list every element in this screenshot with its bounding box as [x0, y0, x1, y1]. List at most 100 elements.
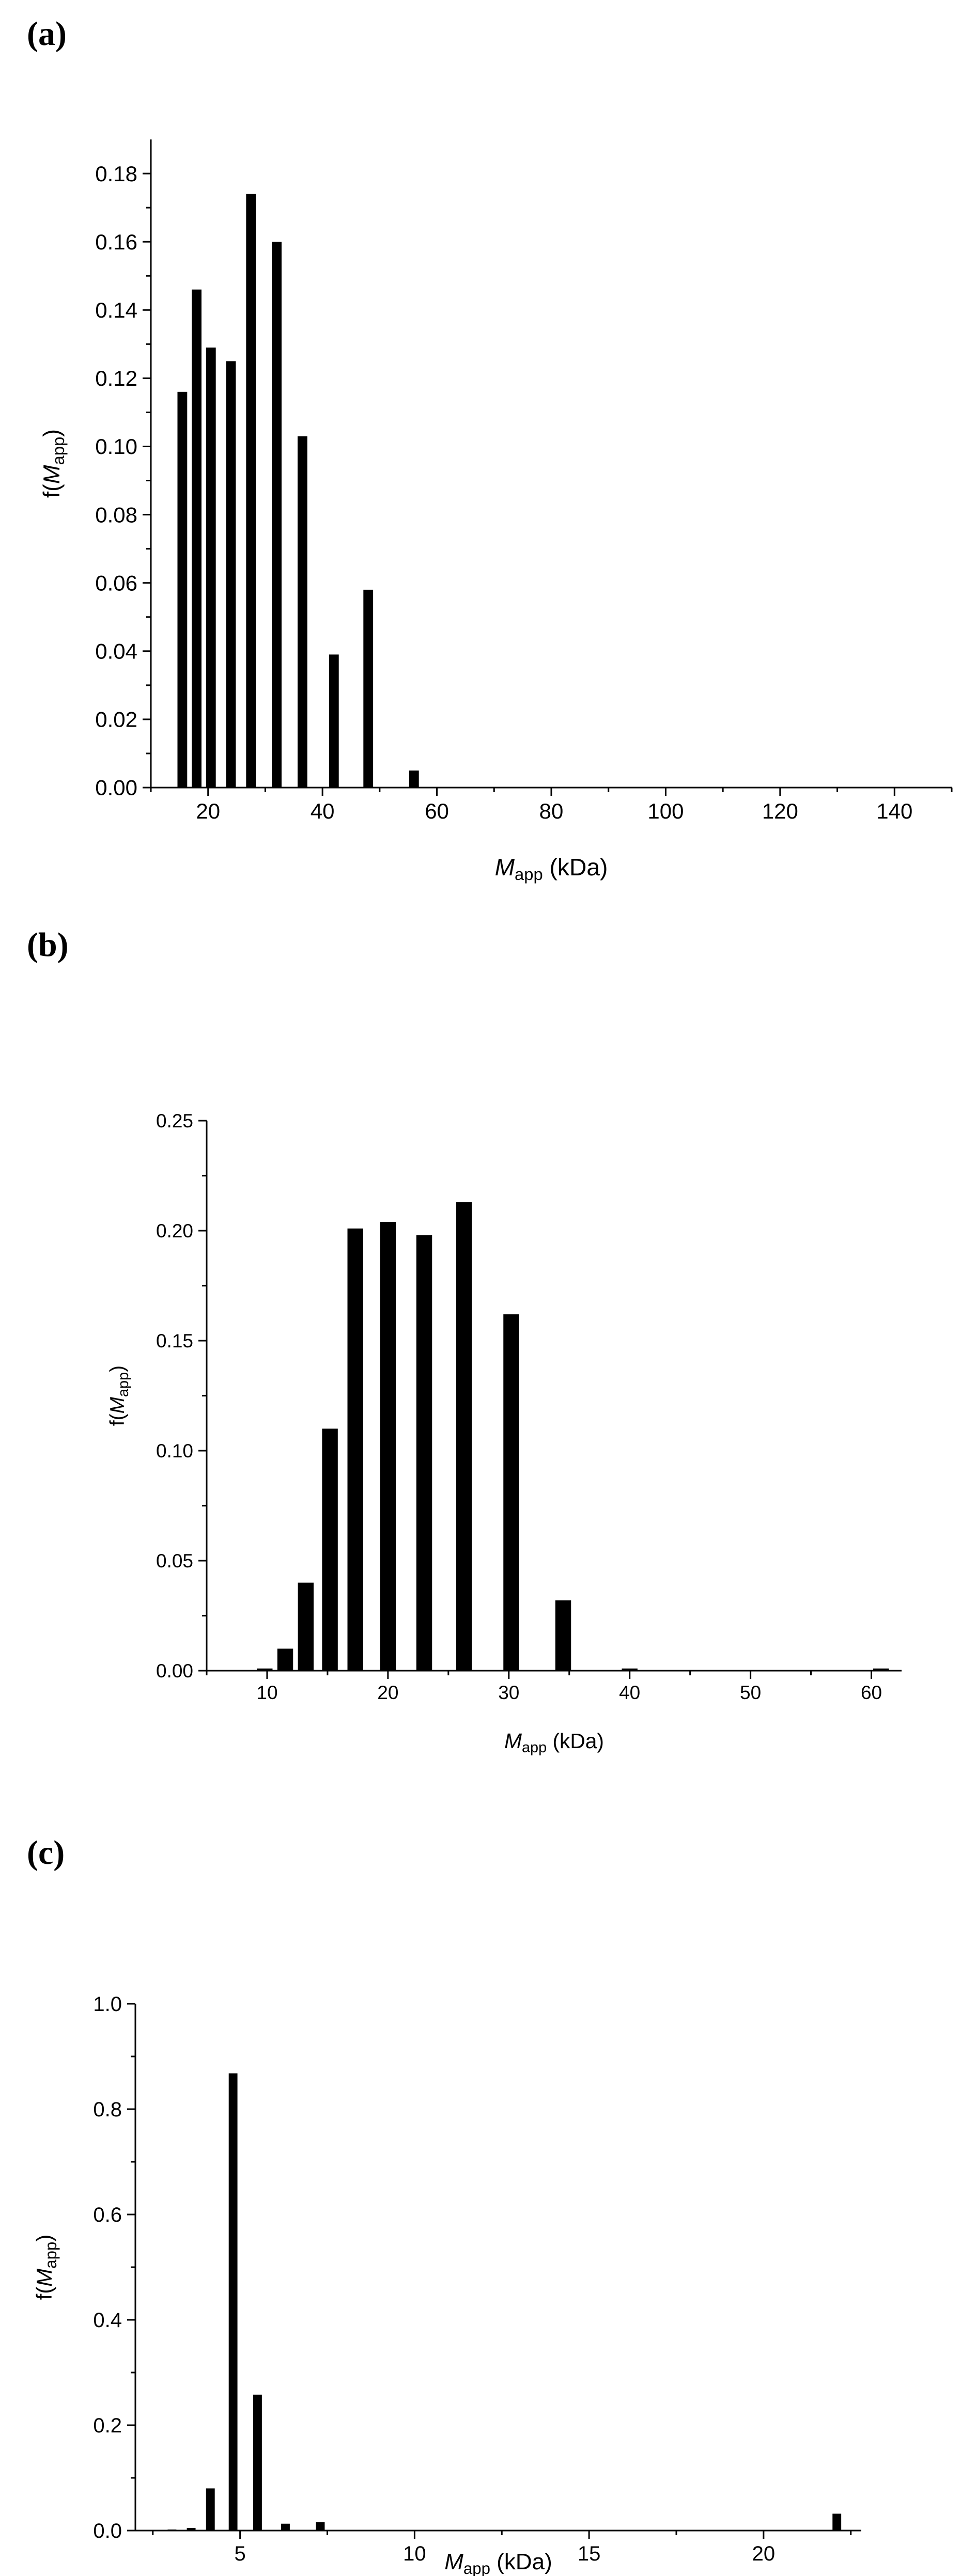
x-tick-label-0: 5	[235, 2542, 246, 2565]
y-tick-label-1: 0.02	[95, 708, 137, 732]
x-tick-label-1: 20	[377, 1682, 398, 1703]
x-tick-label-1: 10	[403, 2542, 426, 2565]
bar-9	[555, 1600, 571, 1671]
panel-label-b: (b)	[27, 926, 69, 964]
panel-b: (b) 0.00 0.05 0.10 0.15 0.20 0.25 10 20 30 40 50 60…	[0, 888, 961, 1777]
bar-6	[297, 436, 307, 788]
x-tick-label-2: 15	[578, 2542, 601, 2565]
y-axis-label-symbol: M	[32, 2269, 56, 2287]
bar-11	[873, 1668, 889, 1671]
y-tick-label-4: 0.8	[93, 2098, 122, 2121]
x-axis-label-unit: (kDa)	[547, 1729, 604, 1753]
x-axis-label-sub: app	[463, 2559, 490, 2576]
bar-2	[206, 347, 216, 788]
bar-10	[622, 1668, 638, 1671]
x-tick-label-6: 140	[876, 799, 912, 823]
x-tick-label-2: 30	[498, 1682, 519, 1703]
bar-4	[347, 1228, 363, 1671]
panel-a: (a) 0.00 0.02 0.04 0.06 0.08 0.10 0.12 0.14 0.16…	[0, 0, 961, 888]
y-axis-label-base: f(	[39, 484, 65, 498]
x-axis-label-symbol: M	[495, 854, 515, 881]
panel-label-c: (c)	[27, 1834, 65, 1872]
bar-1	[277, 1648, 293, 1671]
x-axis-label-symbol: M	[444, 2549, 463, 2574]
x-axis-label: Mapp (kDa)	[504, 1729, 604, 1756]
y-axis-label-base: f(	[106, 1413, 129, 1426]
y-axis-label-base: f(	[32, 2287, 56, 2300]
bar-0	[177, 391, 188, 788]
x-tick-label-0: 20	[196, 799, 220, 823]
panel-c: (c) 0.0 0.2 0.4 0.6 0.8 1.0 5 10 15 20 Mapp (kDa) f…	[0, 1777, 961, 2576]
bar-6	[316, 2522, 325, 2531]
bar-5	[272, 242, 282, 788]
y-tick-label-0: 0.00	[95, 776, 137, 800]
y-tick-label-4: 0.20	[156, 1220, 193, 1242]
x-axis-label-unit: (kDa)	[543, 854, 608, 881]
y-axis-label: f(Mapp)	[39, 429, 68, 498]
y-axis-label-sub: app	[115, 1372, 132, 1397]
bar-8	[503, 1314, 519, 1671]
x-axis-label: Mapp (kDa)	[495, 854, 608, 884]
y-tick-label-3: 0.15	[156, 1330, 193, 1352]
y-tick-label-0: 0.00	[156, 1660, 193, 1682]
x-tick-label-5: 60	[861, 1682, 882, 1703]
y-tick-label-5: 0.25	[156, 1110, 193, 1132]
y-tick-label-7: 0.14	[95, 298, 137, 322]
y-axis-label-symbol: M	[106, 1396, 129, 1413]
y-axis-label: f(Mapp)	[106, 1365, 132, 1426]
y-tick-label-6: 0.12	[95, 366, 137, 390]
x-tick-label-4: 50	[740, 1682, 761, 1703]
bar-2	[298, 1582, 314, 1671]
bar-4	[246, 194, 256, 788]
y-tick-label-8: 0.16	[95, 230, 137, 254]
y-axis-label: f(Mapp)	[32, 2235, 60, 2300]
y-tick-label-2: 0.10	[156, 1440, 193, 1462]
bar-7	[329, 654, 339, 788]
x-tick-label-5: 120	[762, 799, 798, 823]
y-tick-label-0: 0.0	[93, 2520, 122, 2542]
x-axis-label-unit: (kDa)	[490, 2549, 552, 2574]
bar-7	[832, 2514, 842, 2531]
y-axis-label-close: )	[39, 429, 65, 437]
y-tick-label-4: 0.08	[95, 502, 137, 527]
x-tick-label-4: 100	[647, 799, 684, 823]
bar-3	[226, 361, 236, 788]
bar-6	[416, 1235, 432, 1671]
y-tick-label-1: 0.05	[156, 1550, 193, 1572]
chart-b: 0.00 0.05 0.10 0.15 0.20 0.25 10 20 30 40 50 60 Mapp…	[106, 1110, 902, 1756]
x-axis-label: Mapp (kDa)	[444, 2549, 552, 2576]
bar-7	[456, 1202, 472, 1671]
bar-2	[206, 2488, 215, 2531]
x-tick-label-2: 60	[425, 799, 449, 823]
bar-5	[380, 1221, 396, 1671]
y-axis-label-sub: app	[49, 437, 68, 465]
bar-8	[363, 589, 374, 788]
x-tick-label-3: 40	[619, 1682, 640, 1703]
y-tick-label-2: 0.04	[95, 639, 137, 663]
bar-3	[322, 1428, 338, 1671]
x-tick-label-1: 40	[311, 799, 335, 823]
x-axis-label-sub: app	[522, 1739, 547, 1756]
y-tick-label-3: 0.06	[95, 571, 137, 595]
y-tick-label-5: 0.10	[95, 434, 137, 459]
y-axis-label-symbol: M	[39, 465, 65, 484]
y-axis-label-close: )	[32, 2235, 56, 2242]
bar-4	[253, 2394, 262, 2531]
y-tick-label-1: 0.2	[93, 2414, 122, 2437]
y-tick-label-2: 0.4	[93, 2309, 122, 2332]
y-tick-label-9: 0.18	[95, 162, 137, 186]
y-axis-label-close: )	[106, 1365, 129, 1372]
y-tick-label-5: 1.0	[93, 1993, 122, 2016]
x-axis-label-symbol: M	[504, 1729, 522, 1753]
bar-5	[281, 2523, 290, 2531]
bar-0	[257, 1668, 273, 1671]
x-tick-label-0: 10	[256, 1682, 277, 1703]
bar-9	[409, 770, 419, 788]
y-axis-label-sub: app	[42, 2242, 60, 2269]
x-tick-label-3: 20	[752, 2542, 776, 2565]
bar-1	[187, 2527, 196, 2531]
x-tick-label-3: 80	[539, 799, 564, 823]
bar-1	[192, 289, 202, 788]
x-axis-label-sub: app	[515, 865, 543, 884]
